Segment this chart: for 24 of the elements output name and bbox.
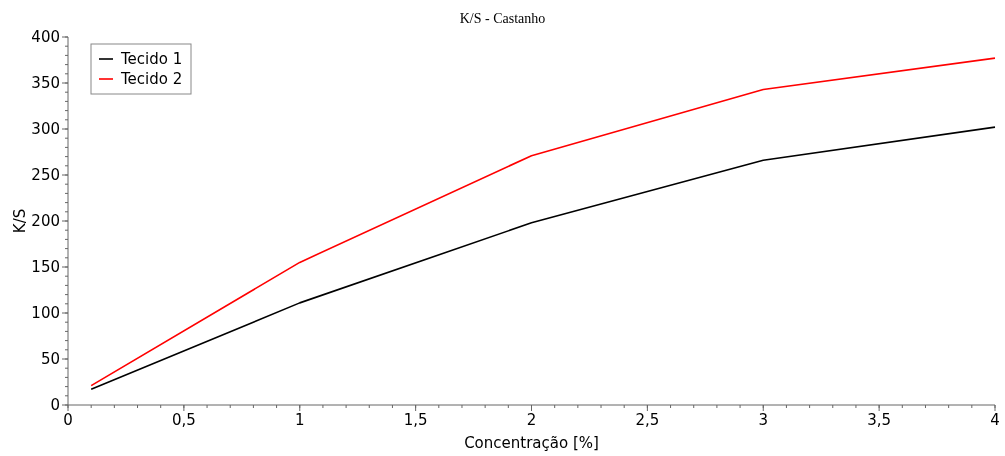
y-tick-label: 250 <box>31 166 60 184</box>
y-tick-label: 400 <box>31 28 60 46</box>
x-tick-label: 3,5 <box>867 411 892 429</box>
y-axis-title: K/S <box>11 208 29 234</box>
y-tick-label: 0 <box>50 396 60 414</box>
line-series <box>90 126 996 391</box>
legend-label: Tecido 1 <box>120 50 183 68</box>
chart-title: K/S - Castanho <box>459 11 546 26</box>
legend-label: Tecido 2 <box>120 70 183 88</box>
x-tick-label: 0 <box>63 411 73 429</box>
y-tick-label: 350 <box>31 74 60 92</box>
y-tick-label: 100 <box>31 304 60 322</box>
x-tick-label: 2 <box>526 411 537 429</box>
y-tick-label: 50 <box>40 350 60 368</box>
x-axis-title: Concentração [%] <box>464 434 599 452</box>
y-tick-label: 150 <box>31 258 60 276</box>
x-tick-label: 1 <box>294 411 305 429</box>
x-tick-label: 4 <box>990 411 1000 429</box>
x-tick-label: 1,5 <box>403 411 428 429</box>
x-tick-label: 2,5 <box>635 411 660 429</box>
y-tick-label: 200 <box>31 212 60 230</box>
y-tick-label: 300 <box>31 120 60 138</box>
x-tick-label: 0,5 <box>171 411 196 429</box>
x-tick-label: 3 <box>758 411 769 429</box>
